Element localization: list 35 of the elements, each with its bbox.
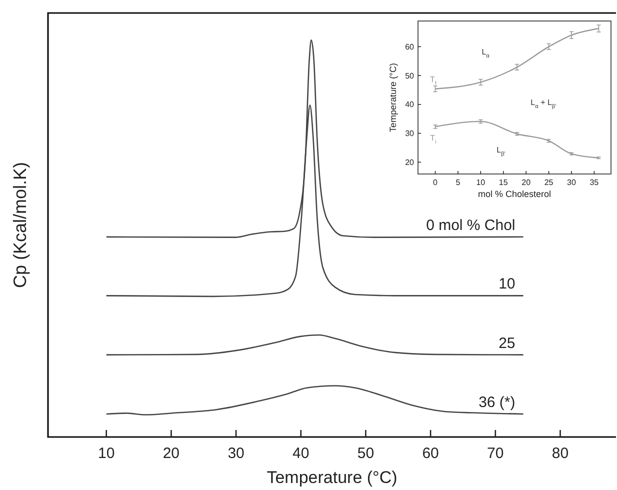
x-tick-label: 0 (433, 178, 438, 187)
x-tick-label: 30 (567, 178, 576, 187)
x-tick-label: 20 (162, 445, 180, 462)
series-label: 36 (*) (478, 394, 516, 411)
x-axis-title: mol % Cholesterol (478, 189, 552, 199)
x-tick-label: 30 (228, 445, 244, 462)
series-label: T$_{i}$ (430, 134, 436, 146)
y-axis-title: Temperature (°C) (388, 62, 398, 132)
series-label: 25 (498, 334, 516, 352)
x-tick-label: 10 (476, 178, 486, 187)
x-tick-label: 50 (357, 445, 374, 462)
y-tick-label: 60 (405, 42, 415, 52)
x-tick-label: 40 (292, 445, 310, 462)
x-tick-label: 15 (498, 178, 508, 187)
y-tick-label: 50 (405, 71, 415, 80)
series-label: T$_{f}$ (430, 74, 437, 87)
x-tick-label: 60 (422, 445, 439, 462)
line-series (434, 28, 600, 90)
x-tick-label: 35 (590, 178, 600, 187)
series-label: 0 mol % Chol (426, 216, 516, 234)
x-tick-label: 20 (522, 178, 532, 187)
x-tick-label: 25 (544, 178, 554, 187)
y-tick-label: 30 (405, 129, 415, 138)
annotation: L$_{α}$ (482, 48, 490, 60)
annotation: L$_{α}$ + L$_{β'}$ (530, 98, 556, 110)
x-tick-label: 80 (552, 445, 569, 462)
x-tick-label: 5 (456, 178, 461, 187)
x-axis-title: Temperature (°C) (266, 468, 398, 487)
y-tick-label: 40 (405, 100, 415, 110)
series-label: 10 (498, 276, 516, 293)
annotation: L$_{β'}$ (496, 146, 506, 158)
x-tick-label: 70 (487, 445, 504, 462)
y-axis-title: Cp (Kcal/mol.K) (10, 162, 30, 288)
x-tick-label: 10 (98, 445, 115, 462)
y-tick-label: 20 (405, 158, 415, 167)
